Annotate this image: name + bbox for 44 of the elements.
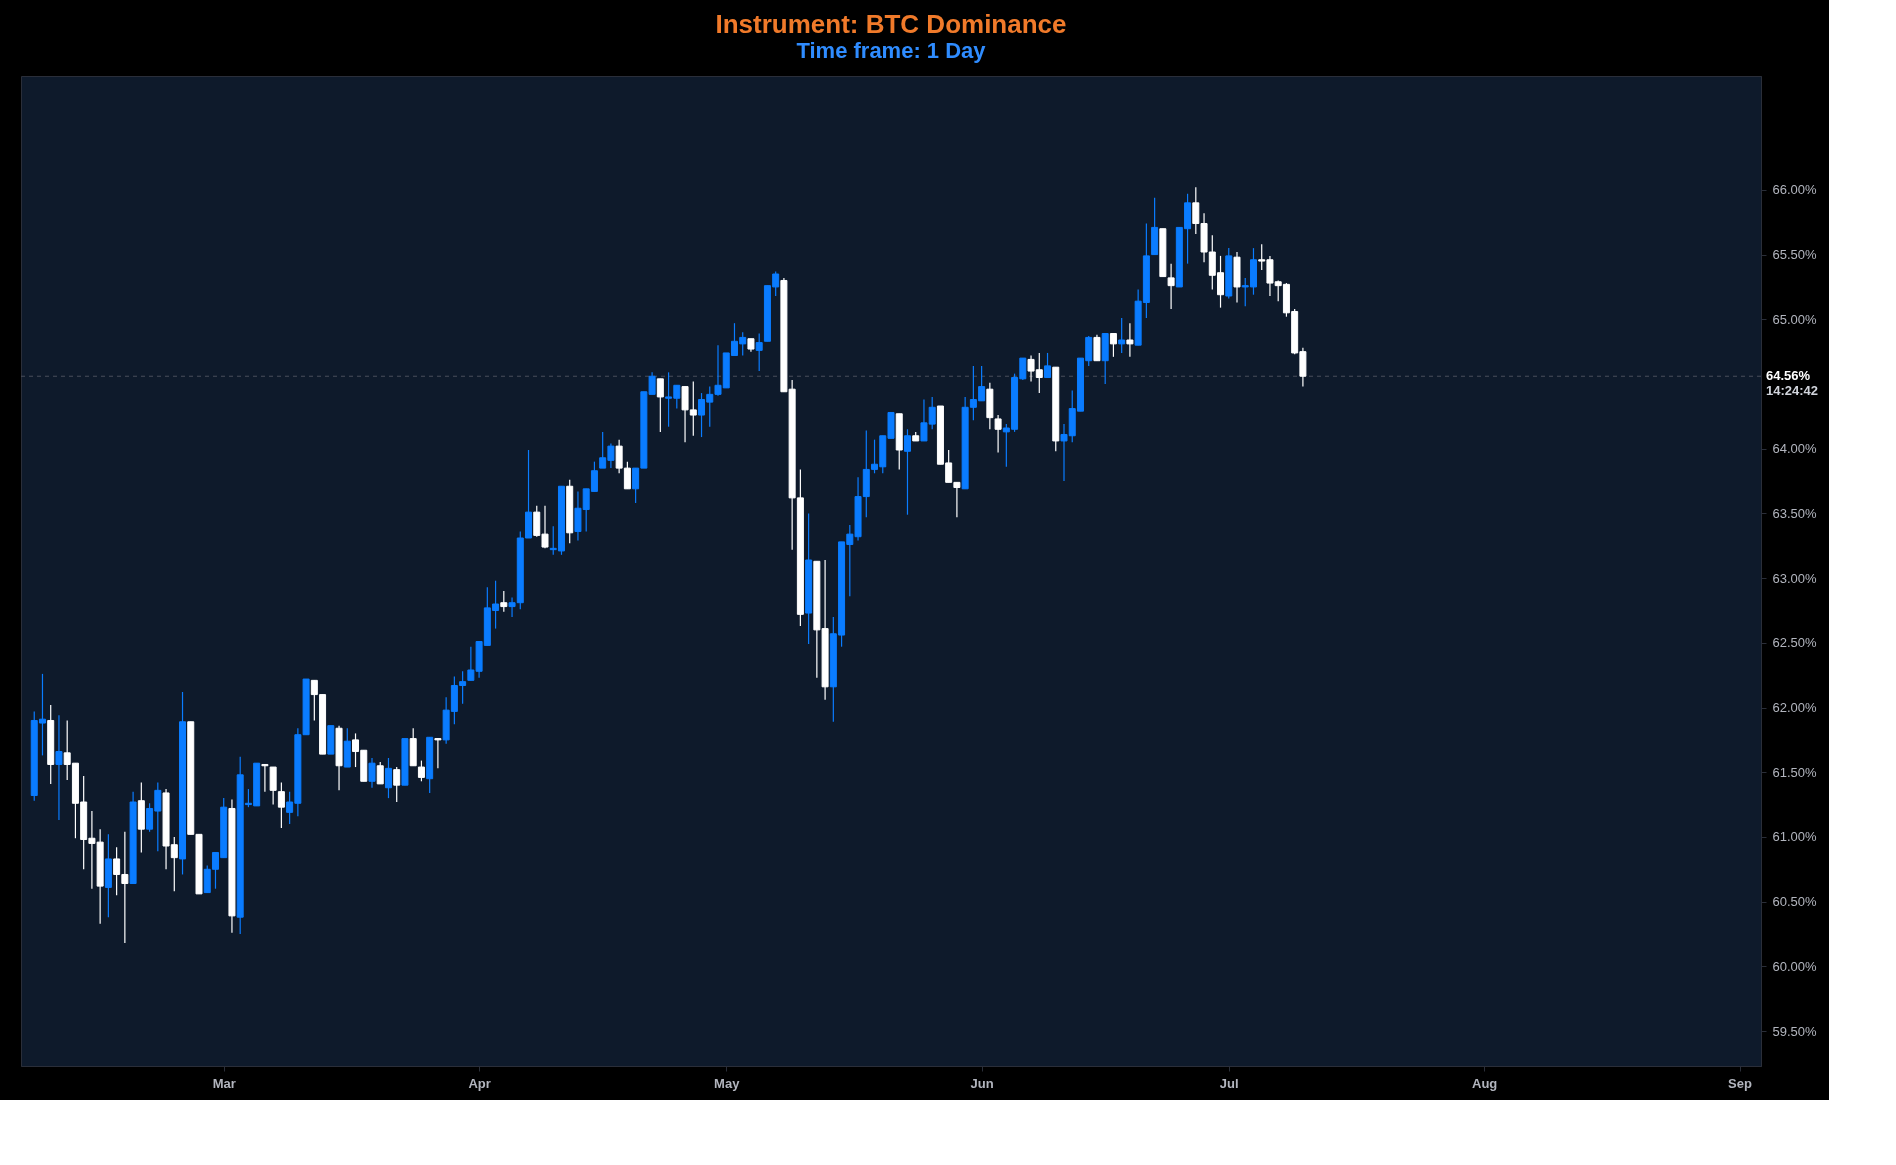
- candlestick: [269, 766, 277, 806]
- candlestick: [261, 763, 269, 793]
- candlestick: [376, 761, 384, 785]
- y-tick-label: 60.00%: [1772, 958, 1818, 974]
- x-tick-label: Sep: [1728, 1075, 1752, 1091]
- chart-title: Instrument: BTC Dominance: [715, 9, 1067, 39]
- candlestick: [1109, 332, 1117, 358]
- x-tick-label: Apr: [468, 1075, 491, 1091]
- y-tick-label: 66.00%: [1772, 182, 1818, 198]
- text: 14:24:42: [1766, 383, 1819, 399]
- y-tick-label: 62.00%: [1772, 700, 1818, 716]
- x-tick-label: Jun: [970, 1075, 994, 1091]
- candlestick: [500, 590, 508, 613]
- candlestick: [393, 766, 401, 803]
- candlestick: [755, 332, 763, 372]
- x-tick-label: Aug: [1472, 1075, 1498, 1091]
- candlestick: [1044, 352, 1052, 379]
- y-tick-label: 63.00%: [1772, 570, 1818, 586]
- candlestick: [277, 781, 285, 829]
- y-tick-label: 65.50%: [1772, 247, 1818, 263]
- candlestick: [417, 759, 425, 782]
- candlestick: [656, 378, 664, 433]
- y-tick-label: 59.50%: [1772, 1023, 1818, 1039]
- candlestick: [1126, 322, 1134, 358]
- x-tick-label: Mar: [212, 1075, 236, 1091]
- y-tick-label: 65.00%: [1772, 311, 1818, 327]
- x-tick-label: May: [714, 1075, 741, 1091]
- ref-line-label: 64.56%: [1766, 368, 1811, 384]
- candlestick: [903, 428, 911, 516]
- chart-subtitle: Time frame: 1 Day: [796, 38, 987, 63]
- candlestick: [1093, 334, 1101, 362]
- y-tick-label: 63.50%: [1772, 505, 1818, 521]
- y-tick-label: 62.50%: [1772, 635, 1818, 651]
- y-tick-label: 61.00%: [1772, 829, 1818, 845]
- candlestick: [384, 757, 392, 799]
- x-tick-label: Jul: [1219, 1075, 1239, 1091]
- y-tick-label: 60.50%: [1772, 894, 1818, 910]
- candlestick: [1118, 317, 1126, 354]
- candlestick: [434, 737, 442, 769]
- y-tick-label: 61.50%: [1772, 764, 1818, 780]
- candlestick: [368, 757, 376, 789]
- candlestick: [1167, 263, 1175, 310]
- y-tick-label: 64.00%: [1772, 441, 1818, 457]
- candlestick: [994, 414, 1002, 454]
